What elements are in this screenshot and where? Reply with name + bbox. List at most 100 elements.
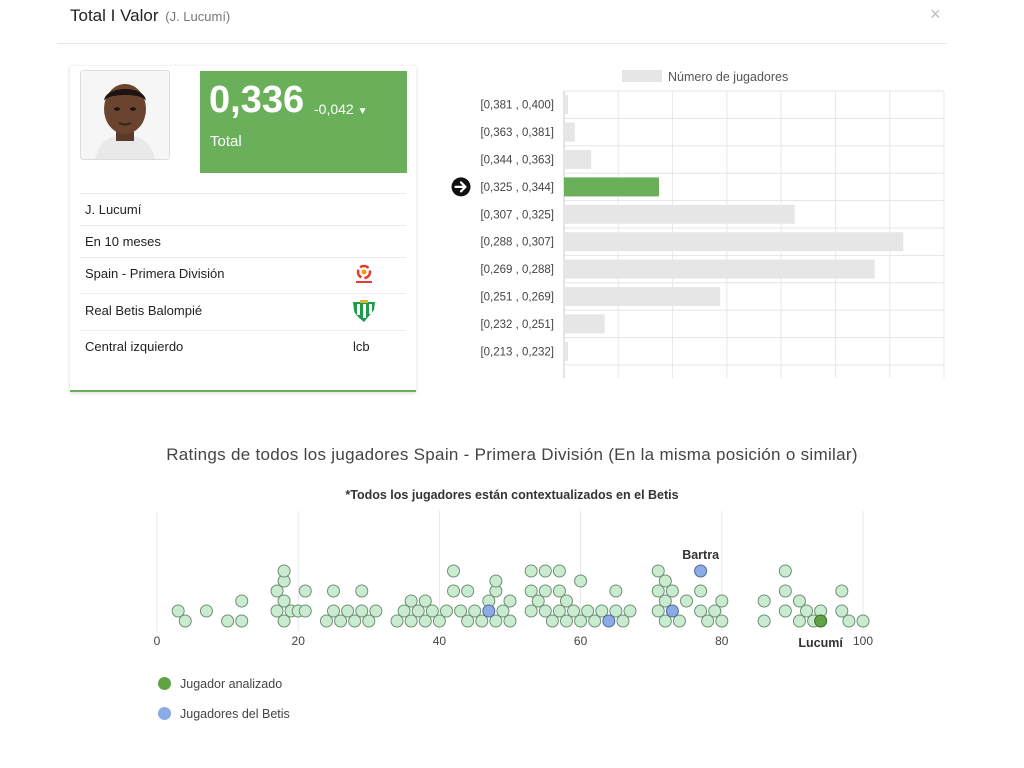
player-dot[interactable] bbox=[404, 594, 418, 608]
player-dot[interactable] bbox=[270, 584, 284, 598]
player-dot[interactable] bbox=[270, 604, 284, 618]
player-dot[interactable] bbox=[355, 604, 369, 618]
player-dot[interactable] bbox=[559, 594, 573, 608]
player-dot[interactable] bbox=[609, 584, 623, 598]
player-dot[interactable] bbox=[545, 614, 559, 628]
close-icon[interactable]: × bbox=[930, 4, 941, 24]
player-dot[interactable] bbox=[235, 614, 249, 628]
player-dot[interactable] bbox=[658, 614, 672, 628]
player-dot[interactable] bbox=[277, 564, 291, 578]
player-dot[interactable] bbox=[800, 604, 814, 618]
player-dot[interactable] bbox=[524, 604, 538, 618]
player-dot[interactable] bbox=[651, 564, 665, 578]
player-dot[interactable] bbox=[171, 604, 185, 618]
player-dot[interactable] bbox=[461, 584, 475, 598]
player-dot[interactable] bbox=[567, 604, 581, 618]
player-dot[interactable] bbox=[757, 614, 771, 628]
player-dot[interactable] bbox=[489, 574, 503, 588]
player-dot[interactable] bbox=[856, 614, 870, 628]
player-dot[interactable] bbox=[665, 584, 679, 598]
player-dot[interactable] bbox=[362, 614, 376, 628]
player-dot[interactable] bbox=[792, 614, 806, 628]
player-dot[interactable] bbox=[503, 594, 517, 608]
player-dot[interactable] bbox=[524, 584, 538, 598]
player-dot[interactable] bbox=[503, 614, 517, 628]
player-dot[interactable] bbox=[439, 604, 453, 618]
player-dot[interactable] bbox=[355, 584, 369, 598]
player-dot[interactable] bbox=[390, 614, 404, 628]
player-dot[interactable] bbox=[348, 614, 362, 628]
player-dot[interactable] bbox=[411, 604, 425, 618]
player-dot[interactable] bbox=[792, 594, 806, 608]
player-dot[interactable] bbox=[778, 604, 792, 618]
player-dot[interactable] bbox=[581, 604, 595, 618]
player-dot[interactable] bbox=[835, 584, 849, 598]
player-dot[interactable] bbox=[475, 614, 489, 628]
player-dot[interactable] bbox=[552, 584, 566, 598]
player-dot[interactable] bbox=[680, 594, 693, 608]
player-dot[interactable] bbox=[454, 604, 468, 618]
player-dot[interactable] bbox=[715, 594, 729, 608]
player-dot[interactable] bbox=[277, 594, 291, 608]
player-dot[interactable] bbox=[524, 564, 538, 578]
betis-player-dot[interactable] bbox=[482, 604, 496, 618]
player-dot[interactable] bbox=[616, 614, 630, 628]
player-dot[interactable] bbox=[778, 584, 792, 598]
player-dot[interactable] bbox=[369, 604, 383, 618]
player-dot[interactable] bbox=[538, 584, 552, 598]
player-dot[interactable] bbox=[461, 614, 475, 628]
player-dot[interactable] bbox=[651, 604, 665, 618]
player-dot[interactable] bbox=[432, 614, 446, 628]
player-dot[interactable] bbox=[552, 604, 566, 618]
player-dot[interactable] bbox=[609, 604, 623, 618]
player-dot[interactable] bbox=[708, 604, 722, 618]
player-dot[interactable] bbox=[298, 584, 312, 598]
player-dot[interactable] bbox=[404, 614, 418, 628]
player-dot[interactable] bbox=[651, 584, 665, 598]
player-dot[interactable] bbox=[298, 604, 312, 618]
player-dot[interactable] bbox=[595, 604, 609, 618]
player-dot[interactable] bbox=[341, 604, 355, 618]
player-dot[interactable] bbox=[538, 604, 552, 618]
player-dot[interactable] bbox=[672, 614, 686, 628]
player-dot[interactable] bbox=[178, 614, 192, 628]
betis-player-dot[interactable] bbox=[602, 614, 616, 628]
player-dot[interactable] bbox=[694, 584, 708, 598]
player-dot[interactable] bbox=[757, 594, 771, 608]
player-dot[interactable] bbox=[658, 594, 672, 608]
player-dot[interactable] bbox=[418, 594, 432, 608]
betis-player-dot[interactable] bbox=[665, 604, 679, 618]
player-dot[interactable] bbox=[623, 604, 637, 618]
player-dot[interactable] bbox=[778, 564, 792, 578]
player-dot[interactable] bbox=[447, 584, 461, 598]
player-dot[interactable] bbox=[425, 604, 439, 618]
player-dot[interactable] bbox=[715, 614, 729, 628]
player-dot[interactable] bbox=[835, 604, 849, 618]
player-dot[interactable] bbox=[221, 614, 235, 628]
player-dot[interactable] bbox=[397, 604, 411, 618]
player-dot[interactable] bbox=[538, 564, 552, 578]
player-dot[interactable] bbox=[694, 604, 708, 618]
player-dot[interactable] bbox=[468, 604, 482, 618]
analyzed-player-dot[interactable] bbox=[814, 614, 828, 628]
player-dot[interactable] bbox=[588, 614, 602, 628]
player-dot[interactable] bbox=[199, 604, 213, 618]
player-dot[interactable] bbox=[574, 574, 588, 588]
player-dot[interactable] bbox=[658, 574, 672, 588]
player-dot[interactable] bbox=[334, 614, 348, 628]
player-dot[interactable] bbox=[574, 614, 588, 628]
betis-player-dot[interactable] bbox=[694, 564, 708, 578]
player-dot[interactable] bbox=[327, 604, 340, 618]
player-dot[interactable] bbox=[447, 564, 461, 578]
player-dot[interactable] bbox=[489, 614, 503, 628]
player-dot[interactable] bbox=[552, 564, 566, 578]
player-dot[interactable] bbox=[496, 604, 510, 618]
player-dot[interactable] bbox=[319, 614, 333, 628]
player-dot[interactable] bbox=[701, 614, 715, 628]
player-dot[interactable] bbox=[531, 594, 545, 608]
player-dot[interactable] bbox=[277, 614, 291, 628]
player-dot[interactable] bbox=[559, 614, 573, 628]
player-dot[interactable] bbox=[327, 584, 340, 598]
player-dot[interactable] bbox=[842, 614, 856, 628]
player-dot[interactable] bbox=[418, 614, 432, 628]
